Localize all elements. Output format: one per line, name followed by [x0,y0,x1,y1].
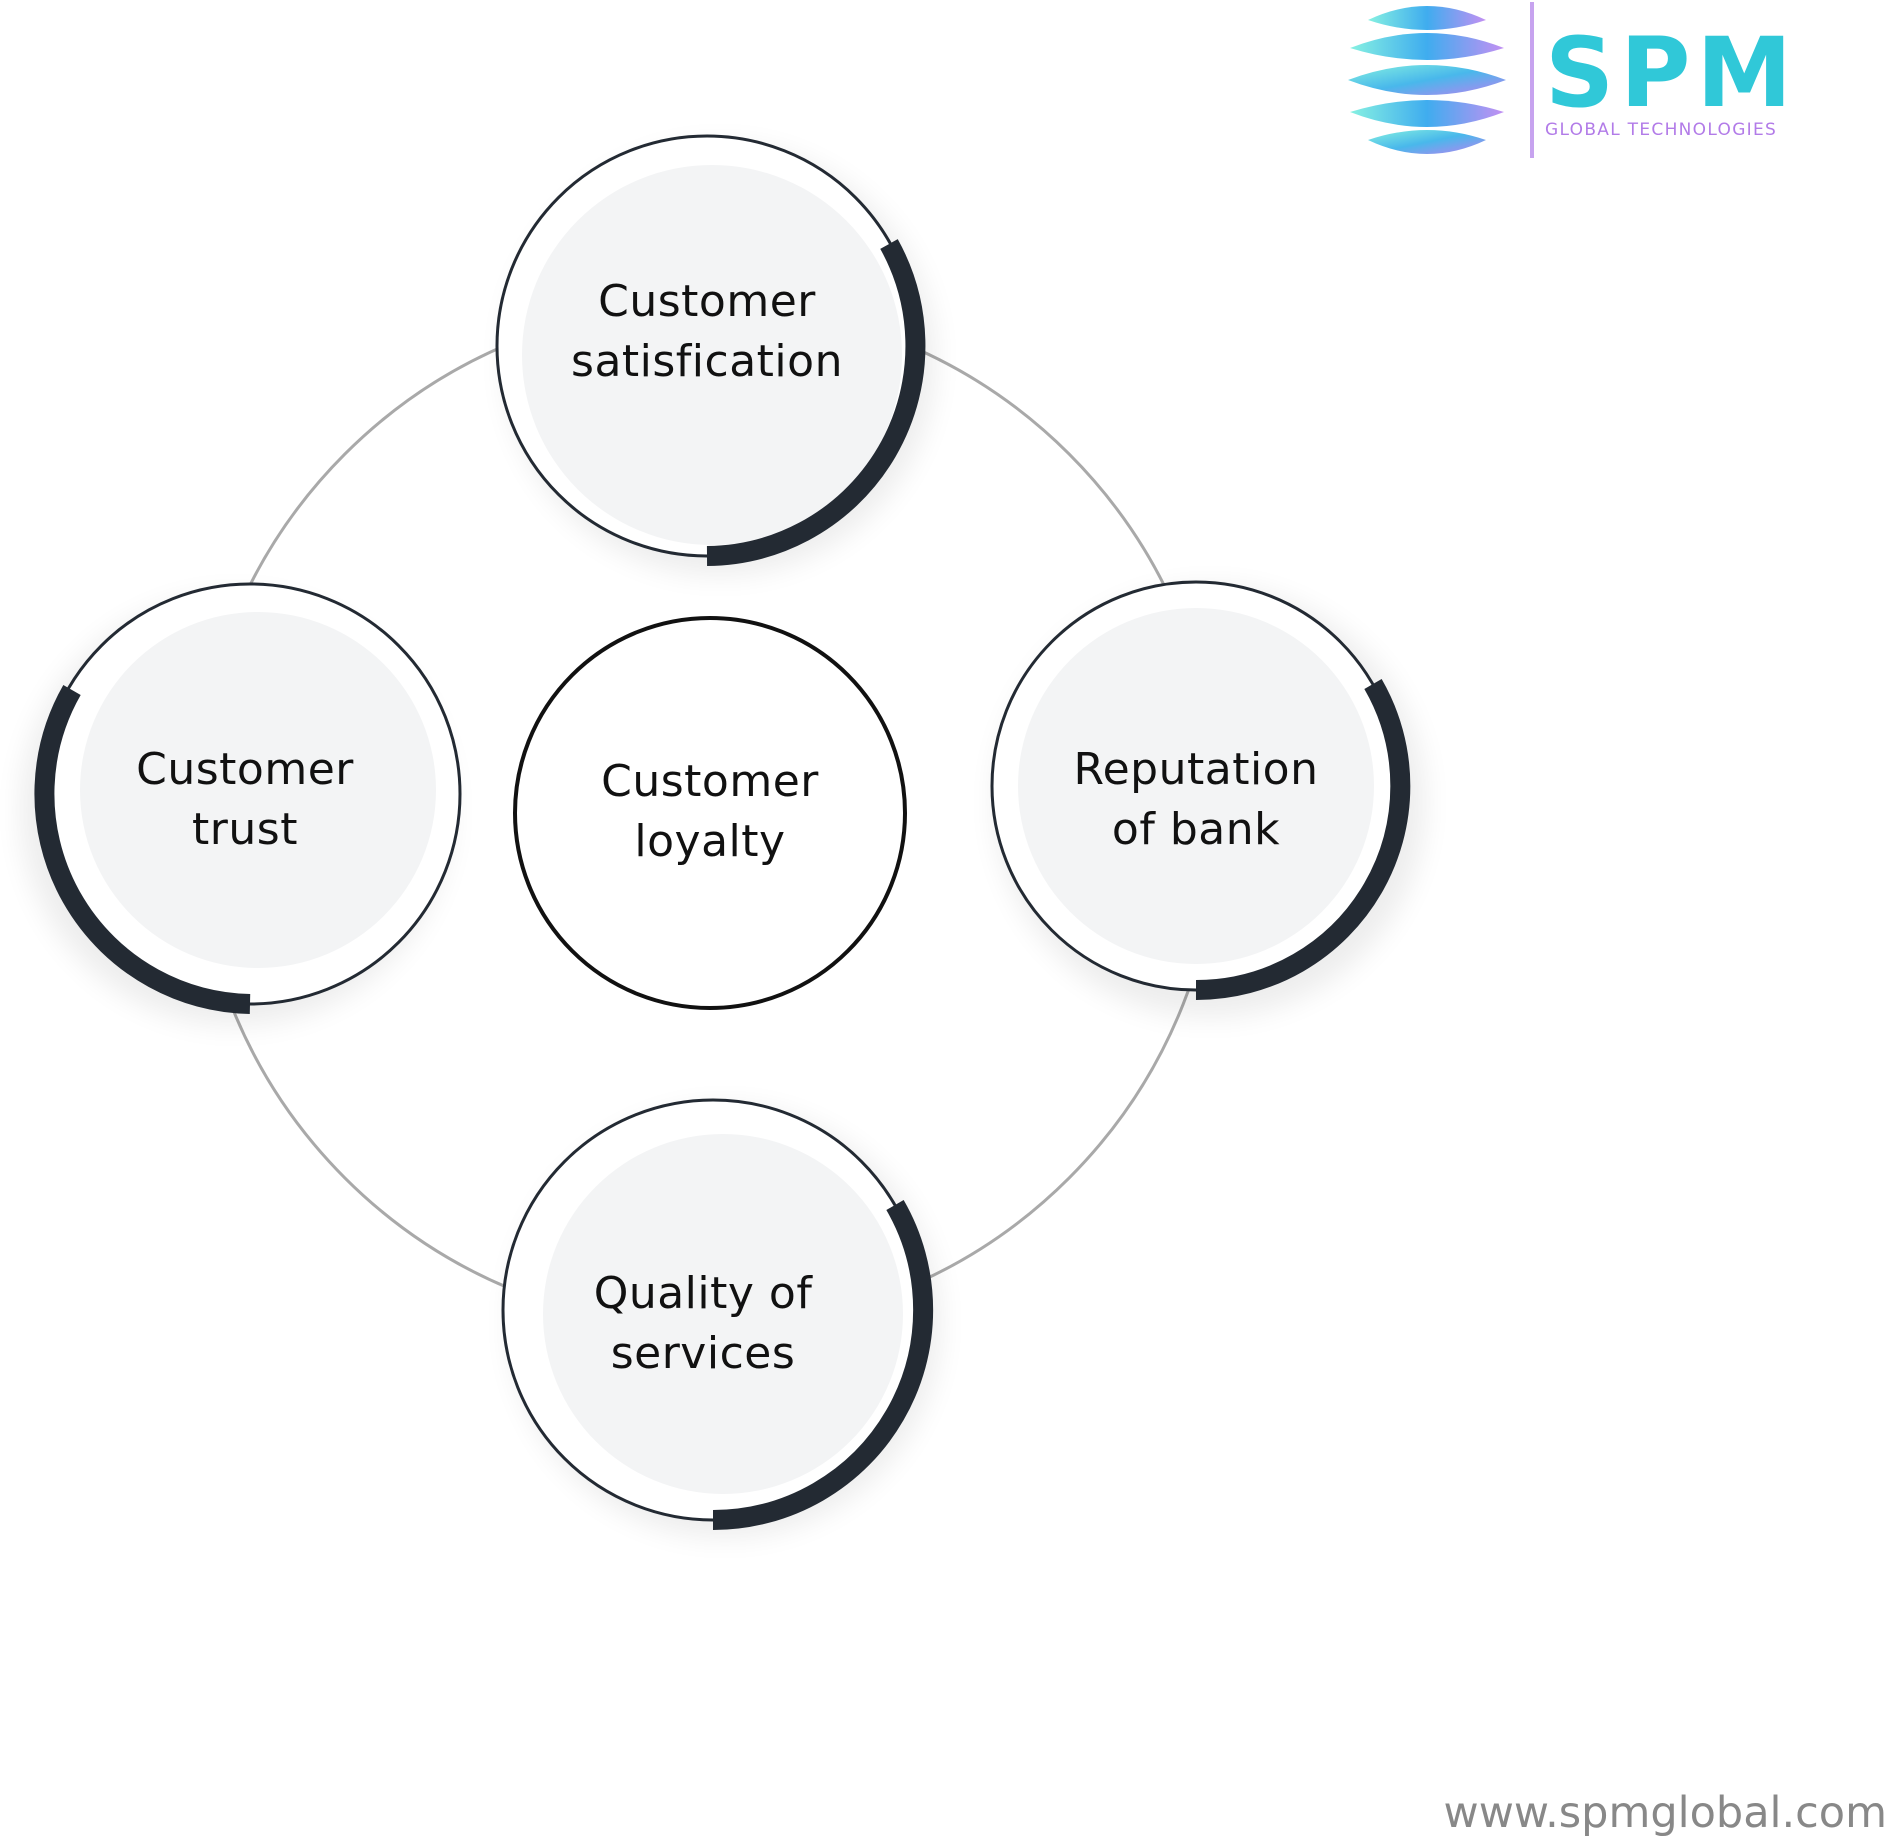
node-label-line: satisfication [571,336,843,387]
node-label-line: Customer [598,276,816,327]
node-label-line: Reputation [1073,744,1319,795]
node-label-customer-satisfaction: Customer satisfication [547,272,867,392]
node-label-line: Customer [136,744,354,795]
logo-wordmark: SPM GLOBAL TECHNOLOGIES [1545,24,1845,140]
node-label-line: services [610,1328,796,1379]
node-customer-satisfaction [495,134,935,575]
node-accent-arc [706,239,926,566]
logo-main-text: SPM [1545,17,1799,129]
center-label-line: Customer [601,756,819,807]
node-label-quality-of-services: Quality of services [553,1264,853,1384]
node-inner-disc [80,612,436,968]
center-circle [513,616,907,1010]
node-label-reputation-of-bank: Reputation of bank [1046,740,1346,860]
node-quality-of-services [501,1098,940,1537]
logo-subtitle: GLOBAL TECHNOLOGIES [1545,120,1778,140]
node-accent-arc [712,1200,934,1530]
node-inner-disc [522,165,902,545]
node-label-line: trust [192,804,298,855]
node-accent-arc [1195,679,1411,1001]
node-inner-disc [1018,608,1374,964]
node-accent-arc [34,685,251,1014]
logo-divider [1530,2,1534,158]
node-label-line: of bank [1111,804,1281,855]
node-reputation-of-bank [990,580,1425,1017]
node-label-customer-trust: Customer trust [100,740,390,860]
center-label-line: loyalty [634,816,786,867]
logo-emblem [1347,2,1507,158]
center-label-customer-loyalty: Customer loyalty [560,752,860,872]
website-url: www.spmglobal.com [1443,1788,1887,1838]
node-inner-disc [543,1134,903,1494]
node-customer-trust [21,582,462,1025]
node-label-line: Quality of [593,1268,813,1319]
